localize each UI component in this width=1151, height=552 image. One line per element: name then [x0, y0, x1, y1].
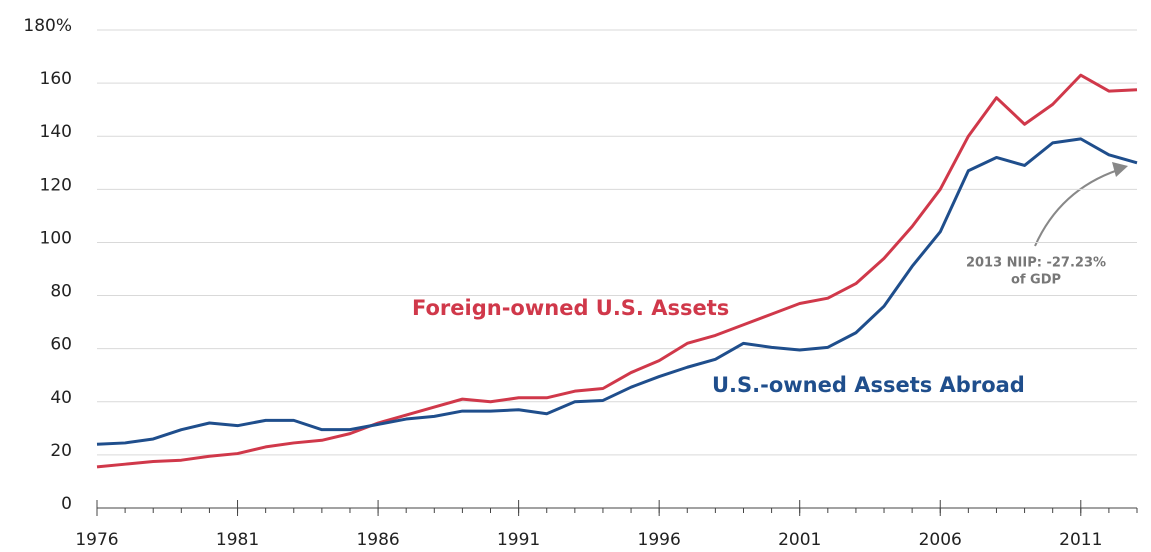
annotation-arrow	[1034, 169, 1119, 247]
y-tick-label: 20	[50, 441, 72, 461]
line-series	[96, 137, 1138, 446]
y-tick-label: 120	[40, 175, 72, 195]
y-tick-label: 40	[50, 388, 72, 408]
series-label: Foreign-owned U.S. Assets	[412, 296, 729, 320]
x-tick-label: 1996	[638, 530, 681, 550]
y-tick-label: 100	[40, 228, 72, 248]
x-tick-label: 2011	[1059, 530, 1102, 550]
y-tick-label: 0	[61, 494, 72, 514]
annotation: 2013 NIIP: -27.23%	[966, 256, 1106, 271]
line-series	[96, 73, 1138, 469]
series-label: U.S.-owned Assets Abroad	[712, 373, 1025, 397]
y-tick-label: 80	[50, 282, 72, 302]
x-tick-label: 1976	[75, 530, 118, 550]
y-tick-label: 60	[50, 335, 72, 355]
x-tick-label: 2001	[778, 530, 821, 550]
x-tick-label: 1991	[497, 530, 540, 550]
x-tick-label: 1981	[216, 530, 259, 550]
x-tick-label: 2006	[919, 530, 962, 550]
y-tick-label: 160	[40, 69, 72, 89]
arrow-head	[1112, 162, 1128, 177]
y-tick-label: 180%	[23, 16, 72, 36]
annotation: of GDP	[1011, 273, 1061, 288]
y-tick-label: 140	[40, 122, 72, 142]
x-tick-label: 1986	[356, 530, 399, 550]
